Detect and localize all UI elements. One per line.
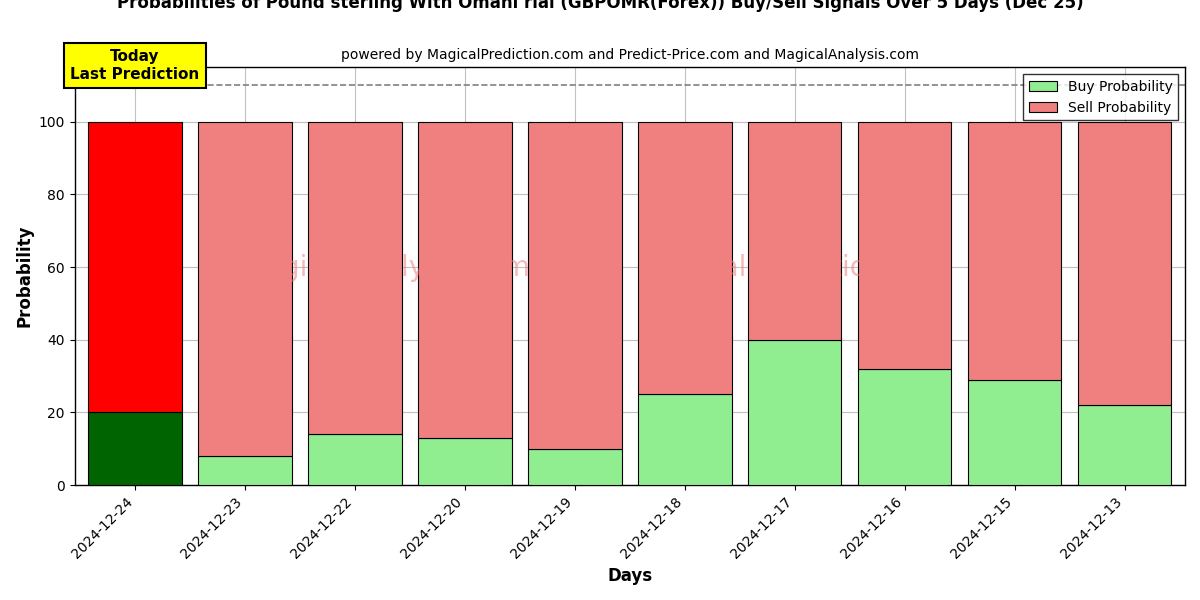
Bar xyxy=(198,122,292,456)
Bar xyxy=(308,434,402,485)
Bar xyxy=(419,438,511,485)
Bar xyxy=(419,122,511,438)
Bar xyxy=(528,449,622,485)
Bar xyxy=(638,394,732,485)
Bar xyxy=(1078,405,1171,485)
Bar xyxy=(858,369,952,485)
Y-axis label: Probability: Probability xyxy=(16,225,34,328)
Text: MagicalPrediction.com: MagicalPrediction.com xyxy=(640,254,953,282)
Bar xyxy=(748,122,841,340)
Bar xyxy=(89,122,182,412)
Bar xyxy=(89,412,182,485)
Bar xyxy=(528,122,622,449)
Legend: Buy Probability, Sell Probability: Buy Probability, Sell Probability xyxy=(1024,74,1178,121)
X-axis label: Days: Days xyxy=(607,567,653,585)
Text: MagicalAnalysis.com: MagicalAnalysis.com xyxy=(241,254,530,282)
Bar xyxy=(968,122,1061,380)
Bar xyxy=(748,340,841,485)
Bar xyxy=(968,380,1061,485)
Bar xyxy=(858,122,952,369)
Text: Probabilities of Pound sterling With Omani rial (GBPOMR(Forex)) Buy/Sell Signals: Probabilities of Pound sterling With Oma… xyxy=(116,0,1084,12)
Bar xyxy=(1078,122,1171,405)
Bar xyxy=(638,122,732,394)
Bar xyxy=(308,122,402,434)
Bar xyxy=(198,456,292,485)
Title: powered by MagicalPrediction.com and Predict-Price.com and MagicalAnalysis.com: powered by MagicalPrediction.com and Pre… xyxy=(341,48,919,62)
Text: Today
Last Prediction: Today Last Prediction xyxy=(71,49,199,82)
